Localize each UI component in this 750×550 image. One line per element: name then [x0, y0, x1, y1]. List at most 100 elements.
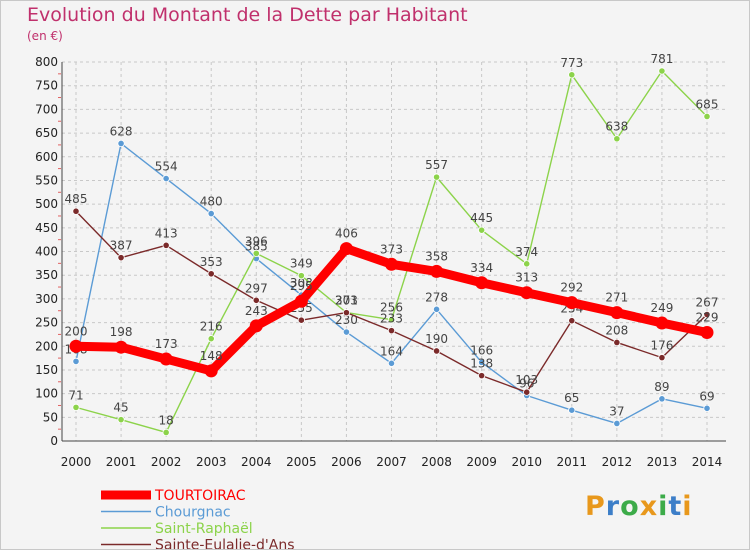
series-point-2: [703, 112, 711, 121]
series-point-0: [385, 257, 398, 271]
series-point-0: [475, 276, 489, 290]
data-label-0: 406: [335, 227, 358, 241]
data-label-2: 781: [650, 52, 673, 66]
series-point-3: [432, 347, 441, 355]
series-point-1: [478, 358, 486, 366]
series-point-0: [700, 326, 714, 340]
series-point-0: [204, 364, 218, 378]
data-label-1: 480: [200, 195, 223, 209]
data-label-3: 233: [380, 312, 403, 326]
series-point-3: [387, 327, 396, 335]
y-tick-label: 300: [35, 292, 58, 306]
y-tick-label: 700: [35, 102, 58, 116]
series-point-3: [117, 254, 125, 262]
series-point-1: [72, 357, 80, 366]
y-tick-label: 0: [50, 434, 58, 448]
data-label-3: 176: [650, 339, 673, 353]
legend-label-1: Chourgnac: [155, 505, 231, 521]
data-label-0: 292: [560, 281, 583, 295]
legend-label-0: TOURTOIRAC: [154, 488, 246, 504]
x-tick-label: 2003: [196, 455, 227, 469]
series-point-3: [613, 338, 621, 347]
series-point-2: [207, 335, 215, 343]
series-point-3: [658, 354, 666, 362]
data-label-3: 413: [155, 226, 178, 240]
data-label-1: 37: [609, 404, 624, 418]
y-tick-label: 750: [35, 79, 58, 93]
y-tick-label: 400: [35, 245, 58, 259]
series-point-2: [72, 403, 80, 411]
data-label-2: 256: [380, 301, 403, 315]
chart-subtitle: (en €): [27, 29, 63, 43]
data-label-2: 71: [68, 388, 83, 402]
data-label-0: 295: [290, 279, 313, 293]
y-tick-label: 500: [35, 197, 58, 211]
y-tick-label: 100: [35, 387, 58, 401]
data-label-0: 373: [380, 242, 403, 256]
data-label-1: 278: [425, 290, 448, 304]
x-tick-label: 2008: [421, 455, 452, 469]
series-point-2: [613, 135, 621, 143]
series-point-3: [568, 317, 576, 325]
logo-letter: i: [658, 491, 669, 522]
series-point-0: [565, 296, 579, 310]
logo-letter: i: [682, 491, 693, 522]
data-label-0: 271: [605, 291, 628, 305]
data-label-3: 138: [470, 357, 493, 371]
legend-label-3: Sainte-Eulalie-d'Ans: [155, 538, 295, 550]
series-point-0: [249, 319, 263, 333]
data-label-1: 69: [699, 389, 714, 403]
series-point-2: [117, 416, 125, 424]
logo-letter: x: [639, 491, 659, 522]
proxiti-logo: Proxiti: [585, 491, 693, 522]
data-label-3: 387: [110, 239, 133, 253]
y-tick-label: 50: [43, 410, 58, 424]
series-point-0: [114, 340, 128, 354]
series-point-2: [523, 260, 531, 268]
data-label-2: 773: [560, 56, 583, 70]
series-point-0: [159, 352, 173, 366]
data-label-2: 557: [425, 158, 448, 172]
x-tick-label: 2013: [647, 455, 678, 469]
x-tick-label: 2014: [692, 455, 723, 469]
data-label-3: 353: [200, 255, 223, 269]
data-label-1: 385: [245, 240, 268, 254]
y-tick-label: 600: [35, 150, 58, 164]
series-point-3: [703, 310, 711, 319]
series-point-1: [432, 305, 441, 313]
series-point-1: [658, 395, 666, 403]
logo-letter: P: [585, 491, 606, 522]
x-tick-label: 2004: [241, 455, 272, 469]
series-point-1: [613, 419, 621, 428]
data-label-1: 554: [155, 160, 178, 174]
x-tick-label: 2005: [286, 455, 317, 469]
data-label-0: 148: [200, 349, 223, 363]
data-label-2: 45: [113, 401, 128, 415]
data-label-0: 334: [470, 261, 493, 275]
data-label-0: 200: [65, 324, 88, 338]
series-point-2: [252, 249, 260, 257]
series-point-3: [207, 270, 215, 278]
logo-letter: r: [605, 491, 621, 522]
data-label-2: 638: [605, 120, 628, 134]
data-label-3: 267: [696, 296, 719, 310]
series-point-0: [655, 316, 669, 330]
y-tick-label: 450: [35, 221, 58, 235]
series-point-2: [387, 316, 396, 324]
x-tick-label: 2002: [151, 455, 182, 469]
data-label-0: 243: [245, 304, 268, 318]
series-point-2: [162, 428, 170, 437]
data-label-3: 103: [515, 373, 538, 387]
x-tick-label: 2009: [466, 455, 497, 469]
series-point-2: [478, 226, 486, 234]
series-point-0: [610, 306, 624, 320]
y-tick-label: 550: [35, 173, 58, 187]
data-label-0: 313: [515, 271, 538, 285]
series-point-3: [297, 316, 305, 324]
y-tick-label: 650: [35, 126, 58, 140]
series-point-3: [342, 309, 351, 317]
series-point-1: [162, 174, 170, 183]
x-tick-label: 2000: [61, 455, 92, 469]
